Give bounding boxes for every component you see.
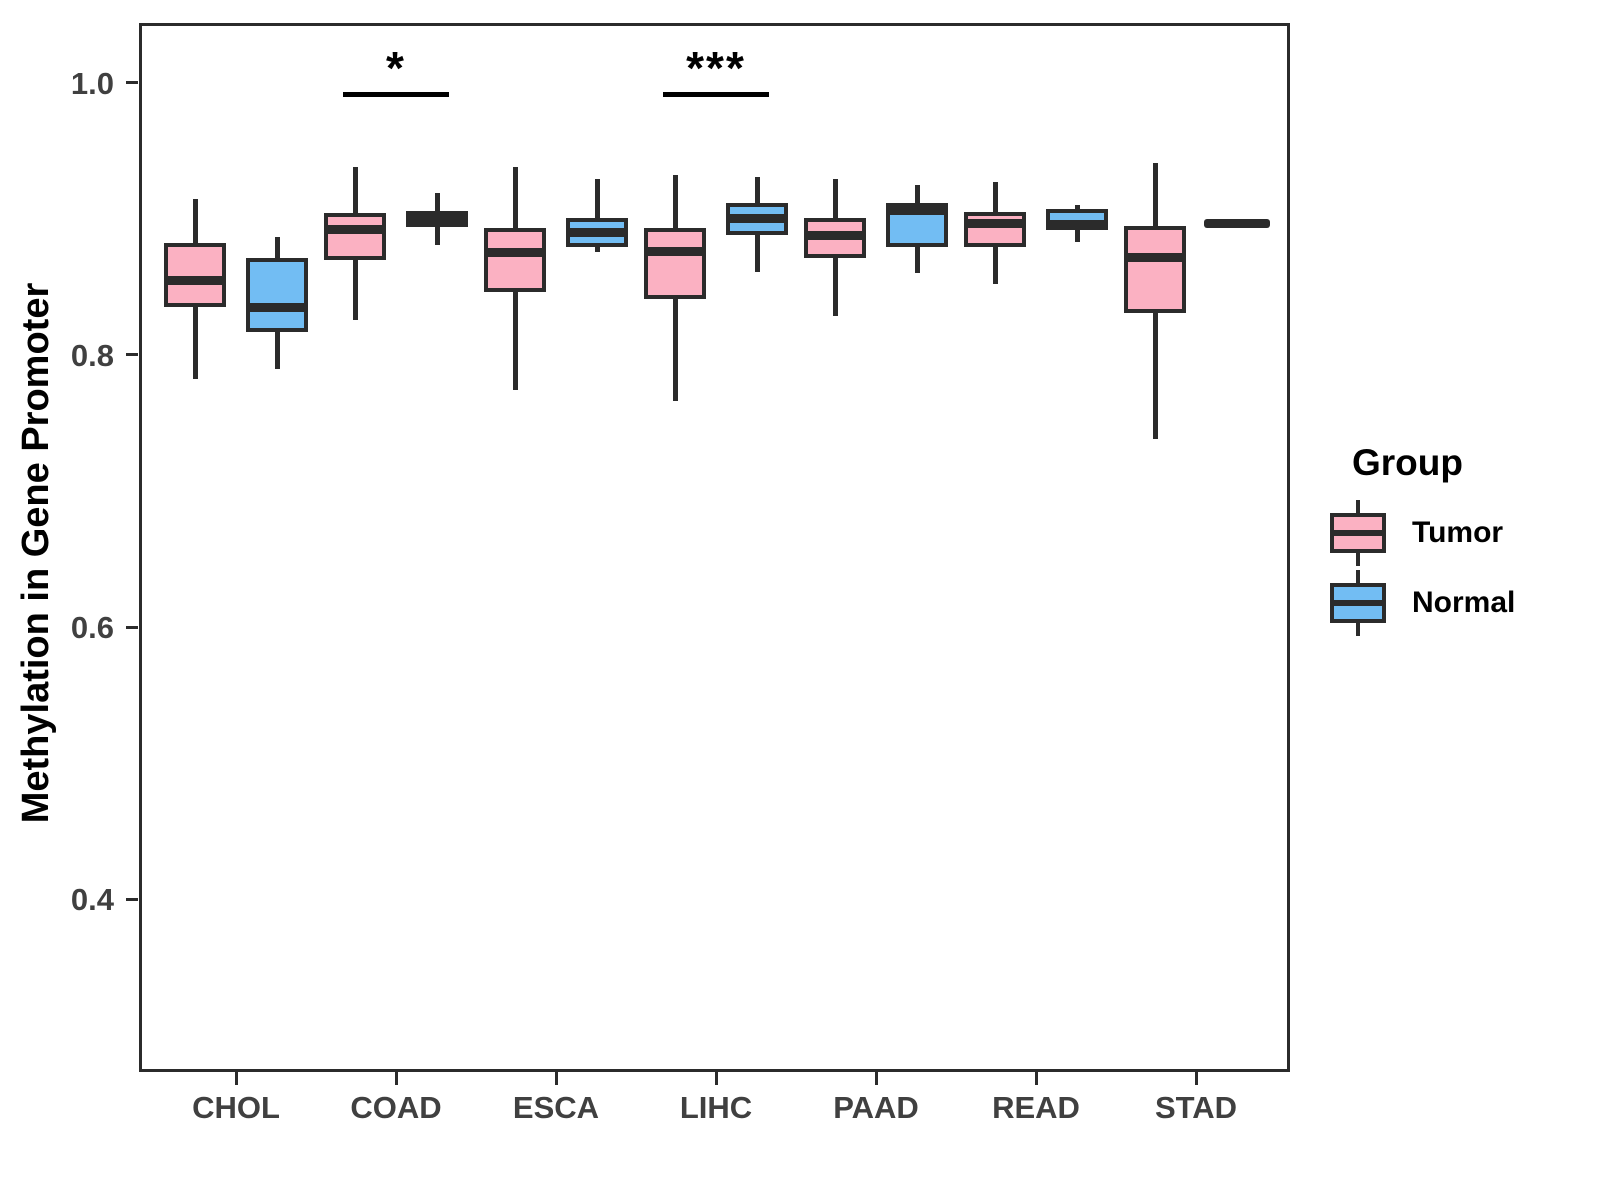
- y-tick-label: 0.4: [70, 882, 114, 918]
- significance-label-COAD: *: [386, 42, 406, 95]
- box-COAD-Tumor: [324, 213, 386, 260]
- x-axis-tick: [1034, 1072, 1038, 1085]
- median-line-PAAD-Tumor: [804, 230, 866, 240]
- median-line-CHOL-Normal: [246, 302, 308, 312]
- plot-panel: [139, 23, 1290, 1072]
- legend-label-tumor: Tumor: [1412, 516, 1504, 549]
- median-line-READ-Normal: [1046, 219, 1108, 229]
- x-axis-tick: [234, 1072, 238, 1085]
- median-line-STAD-Tumor: [1124, 252, 1186, 262]
- median-line-LIHC-Normal: [726, 214, 788, 224]
- x-axis-tick: [874, 1072, 878, 1085]
- median-line-STAD-Normal: [1204, 218, 1270, 228]
- x-axis-tick: [1194, 1072, 1198, 1085]
- box-ESCA-Tumor: [484, 228, 546, 293]
- y-tick-label: 0.8: [70, 337, 114, 373]
- legend-label-normal: Normal: [1412, 586, 1516, 619]
- y-axis-tick: [126, 897, 138, 901]
- y-tick-label: 1.0: [70, 65, 114, 101]
- x-axis-tick: [714, 1072, 718, 1085]
- significance-bar-COAD: [343, 92, 449, 98]
- box-LIHC-Tumor: [644, 228, 706, 300]
- significance-bar-LIHC: [663, 92, 769, 98]
- x-tick-label: CHOL: [192, 1090, 280, 1125]
- y-axis-tick: [126, 625, 138, 629]
- median-line-COAD-Tumor: [324, 225, 386, 235]
- legend-entry-tumor: Tumor: [1330, 498, 1590, 568]
- y-axis-tick: [126, 353, 138, 357]
- significance-label-LIHC: ***: [686, 42, 746, 95]
- median-line-READ-Tumor: [964, 218, 1026, 228]
- y-axis-tick: [126, 81, 138, 85]
- median-line-ESCA-Normal: [566, 228, 628, 238]
- x-tick-label: LIHC: [679, 1090, 753, 1125]
- median-line-COAD-Normal: [406, 214, 468, 224]
- median-line-CHOL-Tumor: [164, 275, 226, 285]
- box-CHOL-Normal: [246, 258, 308, 332]
- y-tick-label: 0.6: [70, 610, 114, 646]
- box-CHOL-Tumor: [164, 243, 226, 308]
- legend-glyph-median: [1330, 600, 1386, 606]
- x-tick-label: PAAD: [833, 1090, 919, 1125]
- x-axis-tick: [554, 1072, 558, 1085]
- legend-glyph-whisker-bottom: [1356, 623, 1360, 636]
- median-line-ESCA-Tumor: [484, 248, 546, 258]
- legend-glyph-whisker-top: [1356, 500, 1360, 513]
- legend: Group Tumor Normal: [1330, 442, 1590, 638]
- x-axis-tick: [394, 1072, 398, 1085]
- x-tick-label: COAD: [350, 1090, 442, 1125]
- median-line-PAAD-Normal: [886, 206, 948, 216]
- legend-glyph-median: [1330, 530, 1386, 536]
- box-READ-Tumor: [964, 212, 1026, 248]
- x-tick-label: READ: [992, 1090, 1080, 1125]
- x-tick-label: ESCA: [512, 1090, 600, 1125]
- normal-boxplot-icon: [1330, 570, 1386, 636]
- legend-entry-normal: Normal: [1330, 568, 1590, 638]
- box-STAD-Tumor: [1124, 225, 1186, 313]
- whisker-ESCA-Normal: [594, 179, 600, 252]
- legend-glyph-whisker-top: [1356, 570, 1360, 583]
- tumor-boxplot-icon: [1330, 500, 1386, 566]
- legend-title: Group: [1352, 442, 1463, 483]
- x-tick-label: STAD: [1154, 1090, 1238, 1125]
- legend-glyph-whisker-bottom: [1356, 553, 1360, 566]
- median-line-LIHC-Tumor: [644, 247, 706, 257]
